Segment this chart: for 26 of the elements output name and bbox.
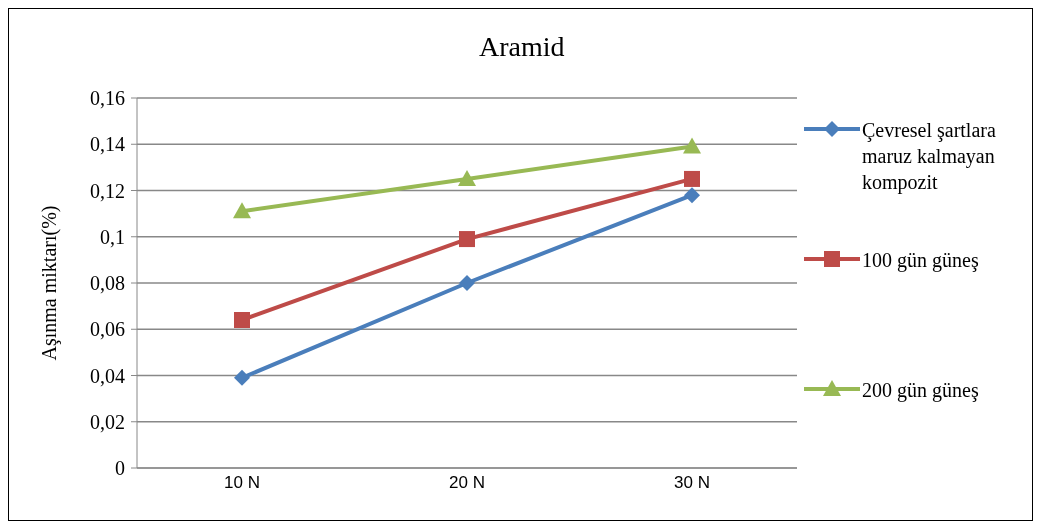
y-tick-label: 0,16 <box>90 87 125 109</box>
legend-label: 100 gün güneş <box>862 248 980 273</box>
point <box>458 169 476 186</box>
chart-title: Aramid <box>478 31 566 63</box>
legend-label: Çevresel şartlara maruz kalmayan kompozit <box>862 118 997 195</box>
legend-label: 200 gün güneş <box>862 378 980 403</box>
point <box>684 170 700 187</box>
point <box>683 137 701 154</box>
point <box>234 312 250 328</box>
point <box>233 202 251 219</box>
y-tick-label: 0,12 <box>90 179 125 202</box>
point <box>684 187 700 204</box>
y-tick-label: 0,1 <box>100 225 125 248</box>
y-tick-label: 0,14 <box>90 133 125 156</box>
x-tick-label: 20 N <box>449 473 485 493</box>
x-tick-label: 10 N <box>224 473 260 493</box>
y-tick-label: 0,06 <box>90 318 125 341</box>
point <box>234 369 250 386</box>
point <box>459 231 475 248</box>
y-tick-label: 0 <box>115 457 125 479</box>
y-axis-title: Aşınma miktarı(%) <box>38 205 62 361</box>
x-tick-label: 30 N <box>674 473 710 493</box>
y-tick-label: 0,08 <box>90 272 125 294</box>
y-tick-label: 0,02 <box>90 410 125 433</box>
y-tick-label: 0,04 <box>90 364 125 387</box>
point <box>459 275 475 291</box>
